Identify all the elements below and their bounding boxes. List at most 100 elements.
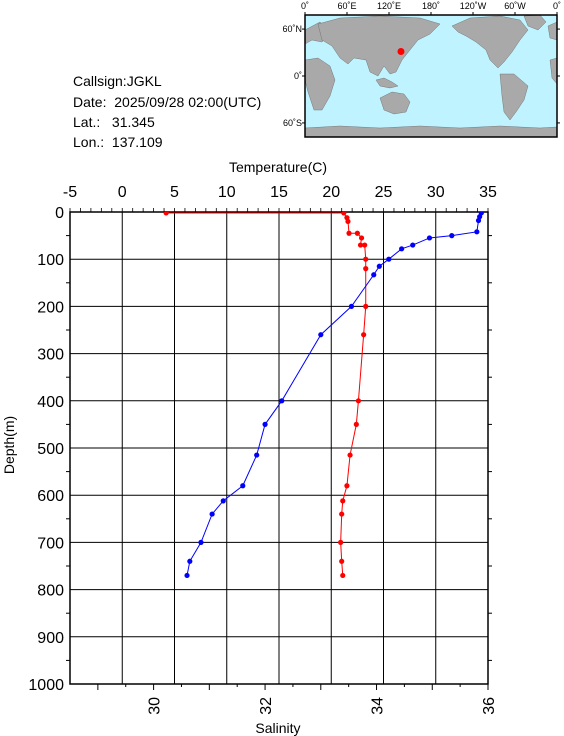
map-lon-label: 60˚W	[504, 1, 526, 11]
temperature-tick-label: 0	[118, 184, 127, 201]
observation-location-marker	[397, 47, 405, 55]
depth-tick-label: 300	[37, 347, 64, 364]
map-lat-label: 60˚S	[283, 118, 302, 128]
map-lat-label: 0˚	[294, 71, 302, 81]
temperature-tick-label: 20	[322, 184, 340, 201]
temperature-data-point	[340, 572, 346, 579]
depth-tick-label: 500	[37, 441, 64, 458]
salinity-data-point	[386, 256, 392, 262]
map-lat-label: 60˚N	[282, 24, 302, 34]
temperature-data-point	[355, 398, 362, 404]
land-antarctica	[305, 125, 557, 137]
temperature-data-point	[357, 242, 364, 248]
temperature-tick-label: 30	[427, 184, 445, 201]
depth-tick-label: 600	[37, 488, 64, 505]
depth-tick-label: 200	[37, 299, 64, 316]
salinity-tick-label: 36	[481, 697, 498, 715]
world-map-inset: 0˚ 60˚E 120˚E 180˚ 120˚W 60˚W 0˚ 60˚N 0˚ 60˚S	[282, 1, 561, 138]
salinity-data-point	[318, 332, 324, 338]
temperature-data-point	[339, 558, 345, 564]
profile-plot: -5 0 5 10 15 20 25 30 35 30 32 34 36 0 100 200 300 400 5…	[1, 159, 498, 736]
callsign-label: Callsign:JGKL	[73, 73, 162, 89]
temperature-data-point	[338, 539, 344, 546]
land-north-america	[451, 15, 529, 69]
map-lon-label: 180˚	[422, 1, 440, 11]
salinity-axis-title: Salinity	[255, 720, 300, 736]
salinity-data-point	[279, 398, 285, 404]
depth-tick-label: 800	[37, 583, 64, 600]
land-south-america	[499, 73, 529, 121]
land-europe-east-edge	[547, 21, 557, 41]
depth-tick-label: 0	[55, 205, 64, 222]
depth-tick-label: 900	[37, 630, 64, 647]
temperature-data-point	[363, 266, 369, 272]
land-indonesia	[375, 77, 399, 89]
depth-tick-label: 700	[37, 535, 64, 552]
temperature-data-point	[361, 332, 367, 338]
temperature-data-point	[339, 511, 345, 517]
salinity-data-point	[371, 272, 377, 278]
depth-tick-label: 1000	[28, 677, 64, 694]
salinity-data-point	[449, 233, 455, 239]
temperature-data-point	[345, 218, 351, 225]
map-land	[305, 15, 557, 137]
map-lon-label: 0˚	[301, 1, 309, 11]
temperature-tick-label: 25	[375, 184, 393, 201]
temperature-data-point	[344, 483, 350, 489]
temperature-data-point	[163, 212, 169, 216]
map-ticks	[302, 12, 560, 124]
salinity-tick-label: 30	[147, 697, 164, 715]
temperature-data-point	[353, 421, 359, 427]
salinity-data-point	[348, 303, 355, 309]
temperature-data-point	[363, 303, 369, 309]
temperature-tick-label: 5	[170, 184, 179, 201]
temperature-tick-label: 15	[270, 184, 288, 201]
longitude-label: Lon.: 137.109	[73, 134, 163, 150]
land-africa-east-edge	[549, 57, 557, 85]
temperature-data-point	[341, 212, 347, 216]
temperature-data-point	[354, 230, 360, 236]
land-asia	[317, 15, 441, 77]
data-series	[163, 212, 484, 579]
salinity-data-point	[474, 229, 480, 235]
plot-grid	[69, 211, 489, 685]
map-lon-label: 60˚E	[337, 1, 356, 11]
salinity-data-point	[262, 421, 268, 427]
map-longitude-labels: 0˚ 60˚E 120˚E 180˚ 120˚W 60˚W 0˚	[301, 1, 561, 11]
depth-tick-label: 100	[37, 252, 64, 269]
salinity-data-point	[187, 558, 193, 564]
salinity-data-point	[399, 246, 405, 252]
latitude-label: Lat.: 31.345	[73, 114, 155, 130]
depth-axis-title: Depth(m)	[1, 416, 17, 474]
map-lon-label: 120˚E	[377, 1, 401, 11]
salinity-data-point	[376, 263, 382, 269]
salinity-data-point	[254, 452, 260, 458]
salinity-tick-label: 34	[370, 697, 387, 715]
temperature-data-point	[363, 256, 369, 262]
depth-tick-labels: 0 100 200 300 400 500 600 700 800 900 1000	[28, 205, 64, 694]
salinity-data-point	[475, 217, 482, 224]
depth-tick-label: 400	[37, 394, 64, 411]
salinity-tick-label: 32	[258, 697, 275, 715]
salinity-data-point	[240, 483, 246, 489]
temperature-axis-title: Temperature(C)	[229, 159, 327, 175]
plot-minor-ticks	[66, 208, 492, 690]
salinity-data-point	[209, 511, 215, 517]
temperature-data-point	[340, 498, 346, 504]
salinity-data-point	[220, 498, 226, 504]
land-africa	[305, 57, 336, 111]
temperature-tick-labels: -5 0 5 10 15 20 25 30 35	[63, 184, 497, 201]
salinity-data-point	[426, 235, 433, 241]
temperature-tick-label: 35	[479, 184, 497, 201]
temperature-tick-label: -5	[63, 184, 77, 201]
land-australia	[379, 91, 411, 115]
map-latitude-labels: 60˚N 0˚ 60˚S	[282, 24, 302, 128]
date-label: Date: 2025/09/28 02:00(UTC)	[73, 94, 262, 110]
salinity-data-point	[410, 242, 416, 248]
salinity-data-point	[184, 572, 190, 579]
temperature-tick-label: 10	[218, 184, 236, 201]
temperature-data-point	[347, 452, 353, 458]
salinity-tick-labels: 30 32 34 36	[147, 697, 498, 715]
temperature-profile-line	[166, 212, 367, 576]
